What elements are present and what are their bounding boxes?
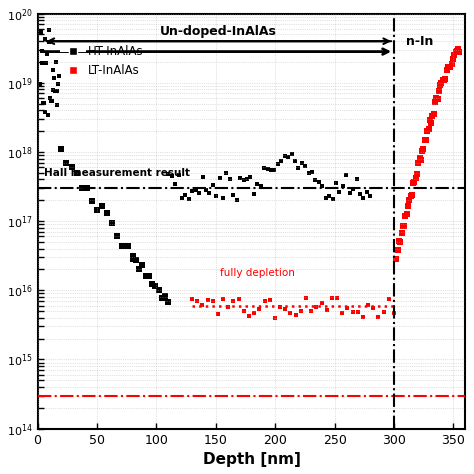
X-axis label: Depth [nm]: Depth [nm] — [202, 452, 301, 467]
Text: Un-doped-InAlAs: Un-doped-InAlAs — [160, 25, 277, 38]
Text: fully depletion: fully depletion — [220, 268, 295, 278]
Text: n-In: n-In — [406, 35, 433, 48]
Legend: HT-InAlAs, LT-InAlAs: HT-InAlAs, LT-InAlAs — [56, 40, 148, 82]
Text: Hall measurement result: Hall measurement result — [44, 168, 190, 178]
